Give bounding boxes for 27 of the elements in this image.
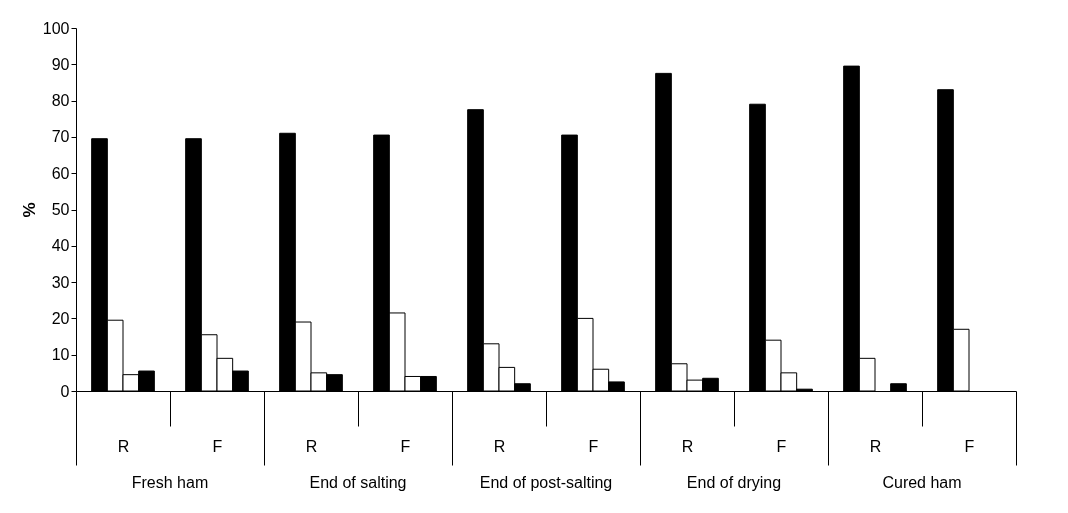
x-tick-label: F xyxy=(400,437,411,455)
x-tick-label: F xyxy=(588,437,599,455)
x-tick-label: R xyxy=(681,437,694,455)
x-tick-label: F xyxy=(212,437,223,455)
y-tick-label: 0 xyxy=(60,382,70,400)
y-tick-label: 70 xyxy=(51,128,70,146)
y-tick-label: 40 xyxy=(51,237,70,255)
y-tick-label: 30 xyxy=(51,273,70,291)
text: Fresh ham xyxy=(131,474,209,491)
x-tick-label: R xyxy=(869,437,882,455)
text: End of post-salting xyxy=(479,474,613,491)
text: End of salting xyxy=(309,474,407,491)
x-tick-label: R xyxy=(493,437,506,455)
text: Cured ham xyxy=(882,474,962,491)
y-tick-label: 60 xyxy=(51,164,70,182)
y-tick-label: 90 xyxy=(51,55,70,73)
y-tick-label: 50 xyxy=(51,201,70,218)
text: End of drying xyxy=(686,474,782,491)
y-tick-label: 100 xyxy=(42,19,70,37)
x-tick-label: F xyxy=(964,437,975,455)
x-tick-label: F xyxy=(776,437,787,455)
y-tick-label: 20 xyxy=(51,309,70,327)
x-tick-label: R xyxy=(305,437,318,455)
y-tick-label: 80 xyxy=(51,92,70,110)
y-axis-title: % xyxy=(19,202,39,218)
x-tick-label: R xyxy=(117,437,130,455)
y-tick-label: 10 xyxy=(51,346,70,364)
